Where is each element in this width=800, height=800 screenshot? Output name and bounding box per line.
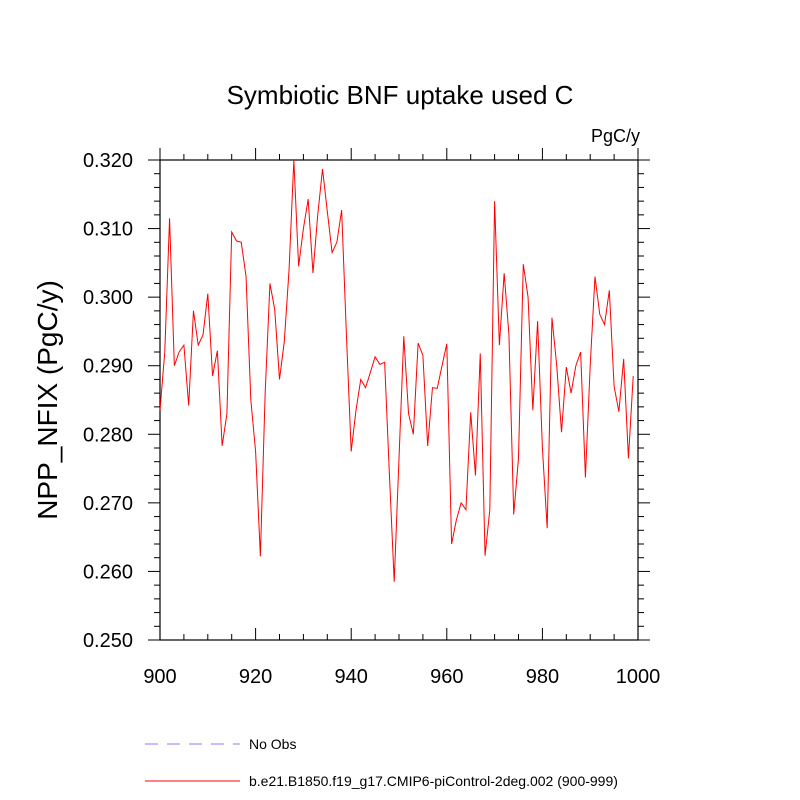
- x-tick-label: 1000: [616, 666, 661, 688]
- legend-label-no-obs: No Obs: [249, 736, 296, 752]
- y-tick-label: 0.260: [83, 561, 133, 583]
- series-line: [159, 159, 634, 582]
- y-tick-label: 0.270: [83, 493, 133, 515]
- axis-ticks: [148, 148, 650, 641]
- x-tick-labels: 900 920 940 960 980 1000: [143, 666, 660, 688]
- y-tick-label: 0.310: [83, 219, 133, 241]
- legend-label-series: b.e21.B1850.f19_g17.CMIP6-piControl-2deg…: [249, 773, 618, 789]
- chart-title: Symbiotic BNF uptake used C: [227, 80, 574, 110]
- y-axis-title: NPP_NFIX (PgC/y): [32, 280, 63, 520]
- y-tick-label: 0.280: [83, 424, 133, 446]
- y-tick-label: 0.300: [83, 287, 133, 309]
- legend: No Obs b.e21.B1850.f19_g17.CMIP6-piContr…: [145, 736, 618, 789]
- y-tick-label: 0.250: [83, 630, 133, 652]
- x-tick-label: 960: [430, 666, 463, 688]
- units-label: PgC/y: [591, 126, 640, 146]
- x-tick-label: 920: [239, 666, 272, 688]
- x-tick-label: 940: [335, 666, 368, 688]
- y-tick-label: 0.320: [83, 150, 133, 172]
- x-tick-label: 900: [143, 666, 176, 688]
- y-tick-labels: 0.250 0.260 0.270 0.280 0.290 0.300 0.310 0.320: [83, 150, 133, 652]
- y-tick-label: 0.290: [83, 356, 133, 378]
- series-layer: [159, 159, 634, 582]
- x-tick-label: 980: [526, 666, 559, 688]
